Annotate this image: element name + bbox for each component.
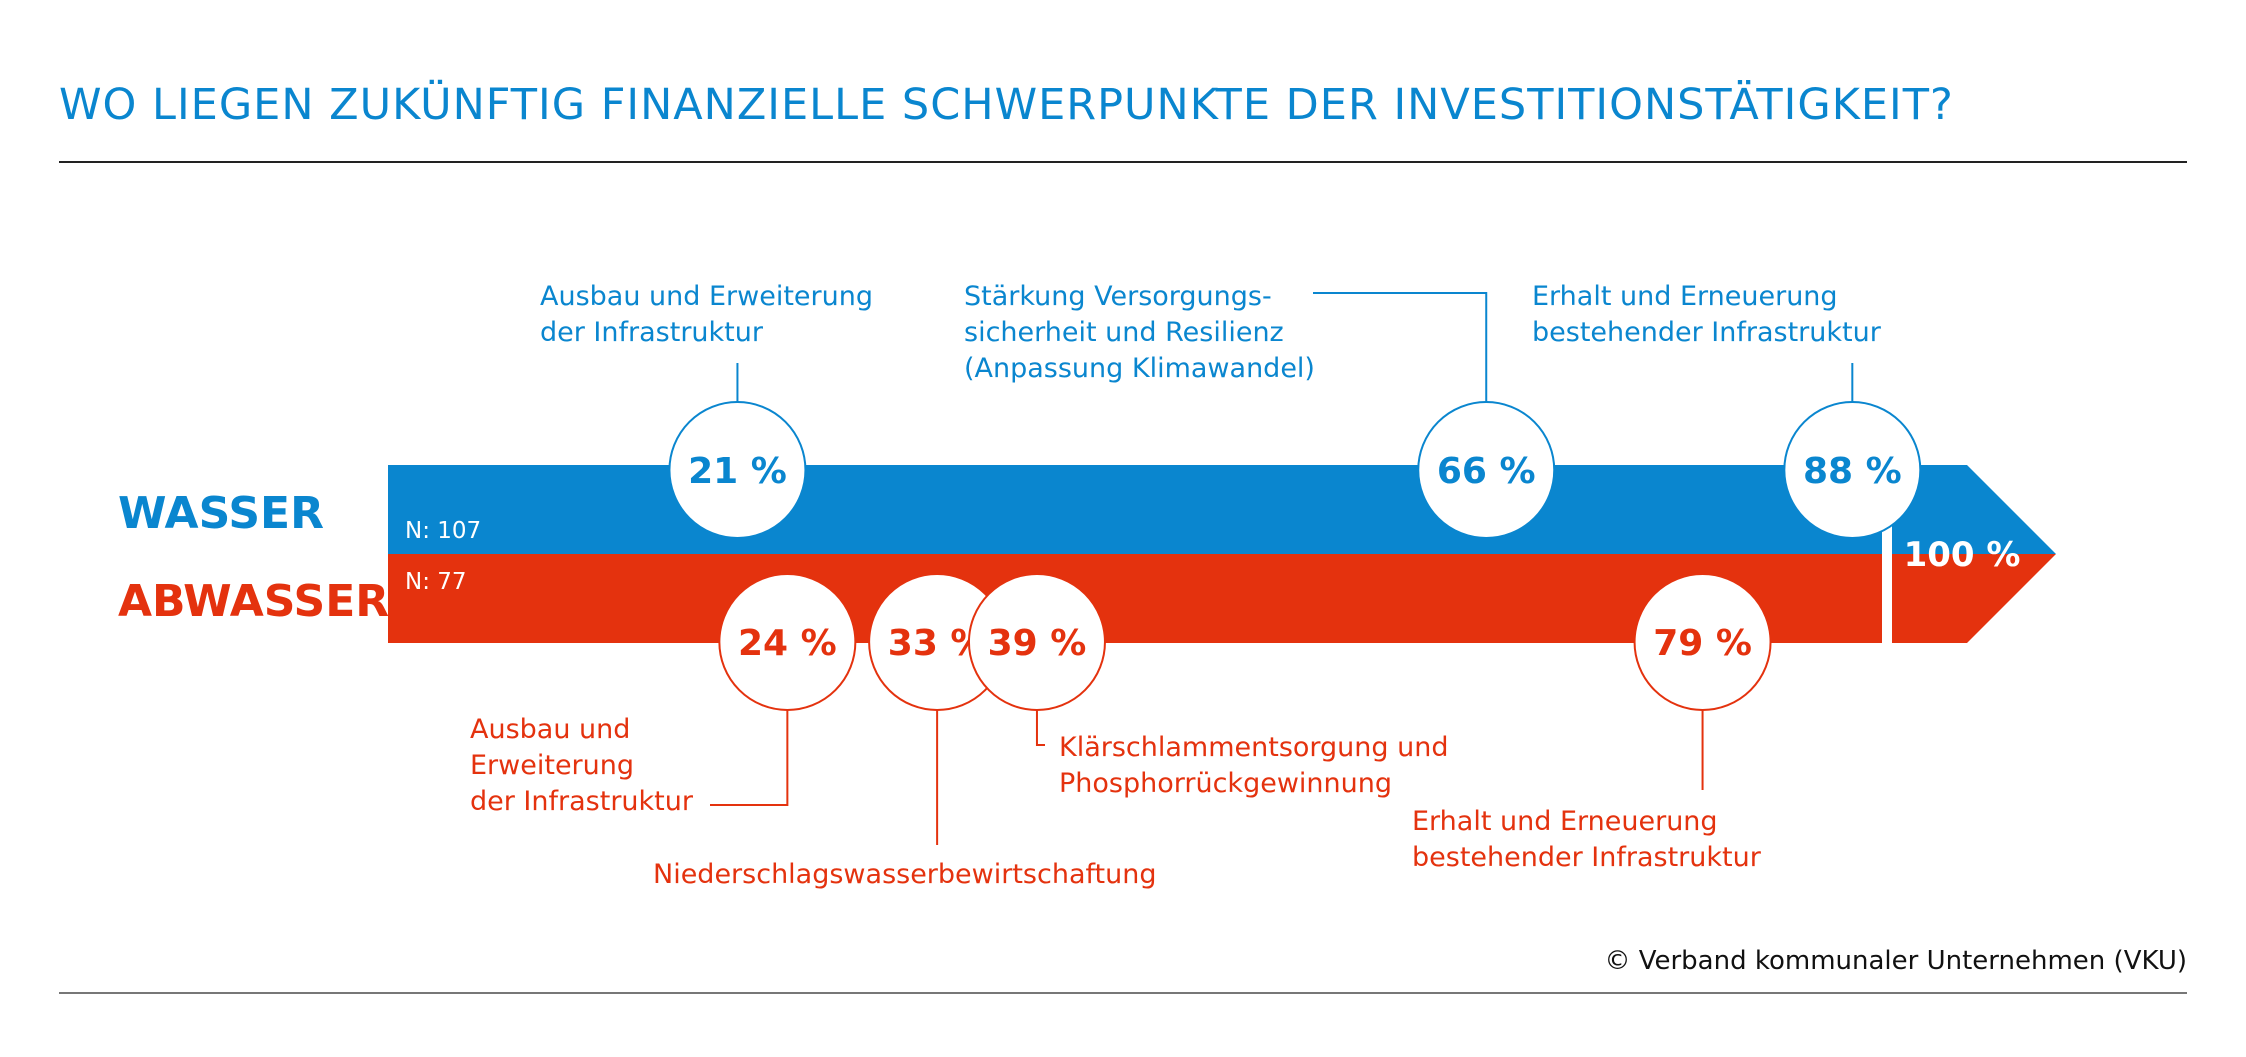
wasser-category-label: sicherheit und Resilienz (964, 317, 1284, 348)
title-divider (59, 161, 2187, 163)
footer-divider (59, 992, 2187, 994)
n-label-abwasser: N: 77 (405, 569, 467, 595)
abwasser-value-label: 39 % (988, 623, 1087, 664)
scale-max-label: 100 % (1904, 535, 2021, 575)
abwasser-category-label: Klärschlammentsorgung und (1059, 732, 1449, 763)
wasser-value-circle (1783, 401, 1922, 539)
series-name-wasser: WASSER (118, 488, 324, 539)
wasser-bar (388, 465, 1882, 554)
abwasser-category-label: Niederschlagswasserbewirtschaftung (653, 859, 1156, 890)
wasser-leader-line (1313, 292, 1488, 402)
abwasser-value-label: 24 % (738, 623, 837, 664)
abwasser-category-label: bestehender Infrastruktur (1412, 842, 1762, 873)
wasser-arrow-head (1892, 465, 2056, 554)
wasser-value-label: 21 % (688, 451, 787, 492)
abwasser-category-label: der Infrastruktur (470, 786, 694, 817)
abwasser-value-circle (718, 573, 857, 711)
abwasser-leader-line (1035, 710, 1045, 746)
abwasser-arrow-head (1892, 554, 2056, 643)
abwasser-category-label: Erweiterung (470, 750, 634, 781)
abwasser-bar (388, 554, 1882, 643)
wasser-value-label: 66 % (1437, 451, 1536, 492)
abwasser-category-label: Ausbau und (470, 714, 630, 745)
page-title: WO LIEGEN ZUKÜNFTIG FINANZIELLE SCHWERPU… (59, 80, 1954, 130)
wasser-category-label: (Anpassung Klimawandel) (964, 353, 1315, 384)
wasser-category-label: Stärkung Versorgungs- (964, 281, 1272, 312)
abwasser-value-circle (1633, 573, 1772, 711)
wasser-category-label: der Infrastruktur (540, 317, 764, 348)
wasser-category-label: Erhalt und Erneuerung (1532, 281, 1838, 312)
series-name-abwasser: ABWASSER (118, 576, 389, 627)
wasser-value-circle (668, 401, 807, 539)
abwasser-value-circle (967, 573, 1106, 711)
wasser-category-label: Ausbau und Erweiterung (540, 281, 873, 312)
source-credit: © Verband kommunaler Unternehmen (VKU) (1604, 946, 2187, 976)
abwasser-category-label: Phosphorrückgewinnung (1059, 768, 1392, 799)
n-label-wasser: N: 107 (405, 518, 481, 544)
abwasser-value-label: 79 % (1653, 623, 1752, 664)
wasser-value-circle (1417, 401, 1556, 539)
abwasser-leader-line (710, 710, 789, 806)
wasser-category-label: bestehender Infrastruktur (1532, 317, 1882, 348)
abwasser-category-label: Erhalt und Erneuerung (1412, 806, 1718, 837)
wasser-value-label: 88 % (1803, 451, 1902, 492)
